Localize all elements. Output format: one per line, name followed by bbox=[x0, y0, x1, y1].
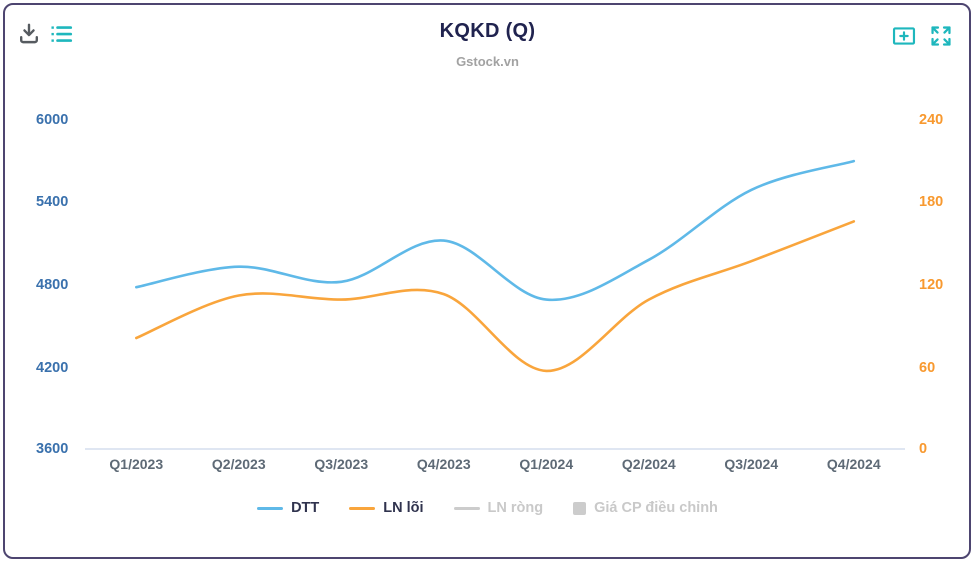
legend-item-gia-cp-dieu-chinh[interactable]: Giá CP điều chỉnh bbox=[573, 500, 718, 516]
legend-line-swatch bbox=[349, 506, 376, 510]
x-tick-label: Q3/2023 bbox=[314, 456, 369, 472]
y-tick-label-left: 4200 bbox=[36, 360, 69, 376]
chart-legend: DTT LN lõi LN ròng Giá CP điều chỉnh bbox=[0, 500, 975, 516]
y-tick-label-right: 240 bbox=[919, 112, 944, 128]
series-list-button[interactable] bbox=[46, 21, 76, 49]
add-to-board-button[interactable] bbox=[889, 23, 919, 51]
legend-label: LN ròng bbox=[487, 500, 544, 516]
y-tick-label-right: 0 bbox=[919, 441, 928, 457]
list-icon bbox=[48, 21, 74, 50]
chart-title: KQKD (Q) bbox=[439, 20, 536, 42]
legend-item-ln-loi[interactable]: LN lõi bbox=[349, 500, 424, 516]
x-tick-label: Q2/2023 bbox=[211, 456, 266, 472]
y-tick-label-right: 120 bbox=[919, 277, 944, 293]
legend-square-swatch bbox=[573, 501, 587, 515]
legend-line-swatch bbox=[257, 506, 284, 510]
x-tick-label: Q2/2024 bbox=[621, 456, 676, 472]
y-tick-label-left: 4800 bbox=[36, 277, 69, 293]
x-axis-labels: Q1/2023 Q2/2023 Q3/2023 Q4/2023 Q1/2024 … bbox=[85, 456, 905, 472]
legend-item-ln-rong[interactable]: LN ròng bbox=[453, 500, 544, 516]
legend-line-swatch bbox=[453, 506, 480, 510]
legend-label: LN lõi bbox=[383, 500, 424, 516]
x-tick-label: Q1/2023 bbox=[109, 456, 164, 472]
legend-label: DTT bbox=[291, 500, 320, 516]
fullscreen-icon bbox=[928, 23, 954, 52]
y-tick-label-left: 6000 bbox=[36, 112, 69, 128]
series-line-DTT bbox=[135, 159, 856, 302]
y-tick-label-right: 60 bbox=[919, 360, 936, 376]
fullscreen-button[interactable] bbox=[926, 23, 956, 51]
x-tick-label: Q4/2023 bbox=[416, 456, 471, 472]
legend-label: Giá CP điều chỉnh bbox=[594, 500, 718, 516]
download-icon bbox=[16, 21, 42, 50]
series-line-LN lõi bbox=[135, 220, 856, 373]
y-tick-label-left: 5400 bbox=[36, 194, 69, 210]
chart-subtitle: Gstock.vn bbox=[456, 54, 519, 69]
download-button[interactable] bbox=[14, 21, 44, 49]
plus-box-icon bbox=[890, 23, 918, 52]
x-tick-label: Q4/2024 bbox=[826, 456, 881, 472]
legend-item-dtt[interactable]: DTT bbox=[257, 500, 319, 516]
y-tick-label-left: 3600 bbox=[36, 441, 69, 457]
y-tick-label-right: 180 bbox=[919, 194, 944, 210]
x-tick-label: Q3/2024 bbox=[724, 456, 779, 472]
x-tick-label: Q1/2024 bbox=[519, 456, 574, 472]
